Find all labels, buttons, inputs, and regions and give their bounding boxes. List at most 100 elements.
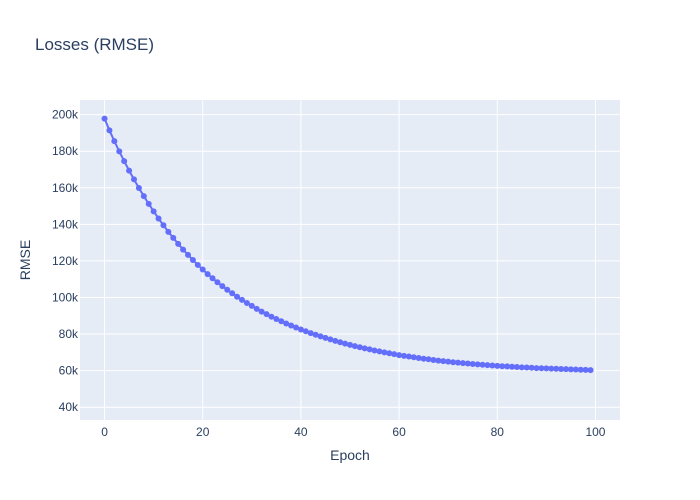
data-point[interactable] bbox=[386, 350, 393, 357]
data-point[interactable] bbox=[160, 222, 167, 229]
data-point[interactable] bbox=[101, 115, 108, 122]
data-point[interactable] bbox=[302, 328, 309, 335]
data-point[interactable] bbox=[499, 363, 506, 370]
data-point[interactable] bbox=[111, 138, 118, 145]
data-point[interactable] bbox=[523, 364, 530, 371]
data-point[interactable] bbox=[337, 339, 344, 346]
data-point[interactable] bbox=[376, 348, 383, 355]
data-point[interactable] bbox=[425, 356, 432, 363]
data-point[interactable] bbox=[106, 127, 113, 134]
data-point[interactable] bbox=[327, 336, 334, 343]
data-point[interactable] bbox=[219, 283, 226, 290]
data-point[interactable] bbox=[214, 279, 221, 286]
data-point[interactable] bbox=[420, 355, 427, 362]
data-point[interactable] bbox=[528, 364, 535, 371]
data-point[interactable] bbox=[342, 340, 349, 347]
data-point[interactable] bbox=[297, 326, 304, 333]
data-point[interactable] bbox=[189, 257, 196, 263]
data-point[interactable] bbox=[131, 176, 137, 183]
data-point[interactable] bbox=[538, 365, 545, 372]
data-point[interactable] bbox=[121, 158, 128, 165]
data-point[interactable] bbox=[268, 313, 275, 320]
data-point[interactable] bbox=[582, 366, 589, 373]
data-point[interactable] bbox=[258, 308, 265, 315]
data-point[interactable] bbox=[356, 344, 363, 351]
data-point[interactable] bbox=[504, 363, 511, 370]
data-point[interactable] bbox=[165, 228, 172, 235]
data-point[interactable] bbox=[440, 358, 447, 365]
data-point[interactable] bbox=[194, 261, 201, 268]
data-point[interactable] bbox=[145, 200, 152, 207]
data-point[interactable] bbox=[234, 293, 241, 300]
data-point[interactable] bbox=[391, 351, 398, 358]
data-point[interactable] bbox=[553, 365, 560, 372]
data-point[interactable] bbox=[273, 316, 280, 323]
data-point[interactable] bbox=[459, 360, 466, 367]
data-point[interactable] bbox=[435, 357, 442, 364]
data-point[interactable] bbox=[489, 362, 496, 369]
data-point[interactable] bbox=[543, 365, 550, 372]
data-point[interactable] bbox=[150, 208, 157, 215]
data-point[interactable] bbox=[116, 148, 123, 155]
data-point[interactable] bbox=[263, 311, 270, 318]
data-point[interactable] bbox=[577, 366, 584, 373]
data-point[interactable] bbox=[469, 361, 476, 368]
data-point[interactable] bbox=[474, 361, 481, 368]
data-point[interactable] bbox=[229, 290, 236, 297]
data-point[interactable] bbox=[484, 362, 491, 369]
data-point[interactable] bbox=[361, 345, 368, 352]
data-point[interactable] bbox=[563, 366, 569, 373]
data-point[interactable] bbox=[401, 352, 407, 359]
data-point[interactable] bbox=[293, 324, 299, 331]
data-point[interactable] bbox=[140, 193, 147, 200]
data-point[interactable] bbox=[509, 363, 515, 370]
data-point[interactable] bbox=[170, 234, 177, 241]
data-point[interactable] bbox=[405, 353, 412, 360]
data-point[interactable] bbox=[513, 363, 520, 370]
data-point[interactable] bbox=[494, 362, 501, 369]
data-point[interactable] bbox=[567, 366, 574, 373]
data-point[interactable] bbox=[239, 296, 245, 303]
data-point[interactable] bbox=[135, 184, 142, 191]
data-point[interactable] bbox=[248, 302, 255, 309]
data-point[interactable] bbox=[445, 358, 452, 365]
data-point[interactable] bbox=[199, 266, 206, 273]
data-point[interactable] bbox=[204, 271, 211, 278]
data-point[interactable] bbox=[518, 364, 525, 371]
data-point[interactable] bbox=[366, 346, 373, 353]
data-point[interactable] bbox=[533, 365, 540, 372]
data-point[interactable] bbox=[479, 361, 486, 368]
data-point[interactable] bbox=[253, 305, 260, 312]
data-point[interactable] bbox=[243, 299, 250, 306]
data-point[interactable] bbox=[371, 347, 378, 354]
data-point[interactable] bbox=[155, 215, 162, 222]
data-point[interactable] bbox=[307, 330, 314, 337]
data-point[interactable] bbox=[430, 357, 437, 364]
data-point[interactable] bbox=[351, 343, 358, 350]
data-point[interactable] bbox=[548, 365, 555, 372]
data-point[interactable] bbox=[126, 167, 133, 174]
data-point[interactable] bbox=[450, 359, 457, 366]
data-point[interactable] bbox=[317, 333, 324, 340]
data-point[interactable] bbox=[558, 365, 565, 372]
data-point[interactable] bbox=[209, 275, 216, 282]
data-point[interactable] bbox=[180, 246, 187, 253]
data-point[interactable] bbox=[175, 240, 182, 247]
data-point[interactable] bbox=[381, 349, 388, 356]
data-point[interactable] bbox=[396, 352, 403, 359]
data-point[interactable] bbox=[312, 331, 319, 338]
data-point[interactable] bbox=[455, 359, 461, 366]
data-point[interactable] bbox=[415, 355, 422, 362]
data-point[interactable] bbox=[278, 318, 285, 325]
data-point[interactable] bbox=[224, 286, 231, 293]
data-point[interactable] bbox=[410, 354, 417, 361]
data-point[interactable] bbox=[572, 366, 579, 373]
data-point[interactable] bbox=[283, 320, 290, 327]
plot-area[interactable] bbox=[80, 100, 620, 420]
data-point[interactable] bbox=[185, 251, 191, 258]
data-point[interactable] bbox=[587, 367, 594, 374]
data-point[interactable] bbox=[464, 360, 471, 367]
data-point[interactable] bbox=[332, 337, 339, 344]
data-point[interactable] bbox=[288, 322, 295, 329]
data-point[interactable] bbox=[347, 341, 353, 348]
